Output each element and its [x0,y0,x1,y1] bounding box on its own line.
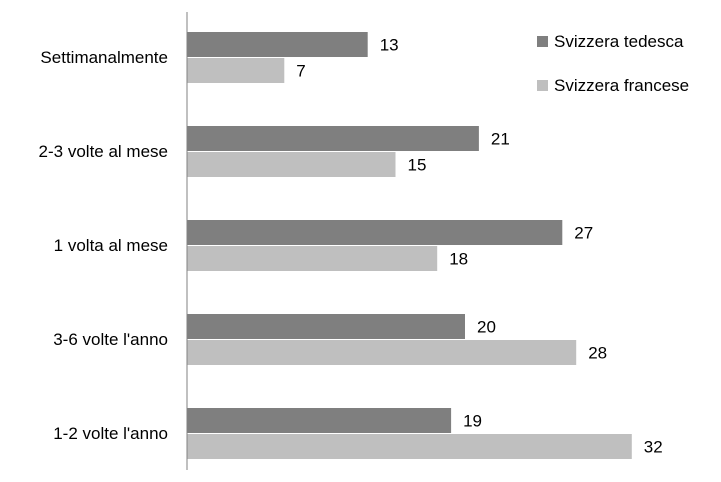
legend-swatch [537,80,548,91]
bar-francese-3 [187,340,577,365]
bar-francese-4 [187,434,632,459]
category-label: 1 volta al mese [54,236,168,255]
bar-tedesca-3 [187,314,465,339]
data-label-tedesca-0: 13 [380,36,399,55]
category-label: 1-2 volte l'anno [53,424,168,443]
labels-layer: 13 7 Settimanalmente 21 15 2-3 volte al mese 2… [39,36,663,457]
bar-francese-1 [187,152,396,177]
data-label-francese-3: 28 [588,344,607,363]
data-label-tedesca-3: 20 [477,318,496,337]
bar-francese-0 [187,58,285,83]
category-label: 3-6 volte l'anno [53,330,168,349]
category-label: 2-3 volte al mese [39,142,168,161]
bar-tedesca-4 [187,408,452,433]
legend-label: Svizzera tedesca [554,32,684,51]
data-label-francese-1: 15 [408,156,427,175]
legend-swatch [537,36,548,47]
bar-tedesca-2 [187,220,563,245]
legend: Svizzera tedesca Svizzera francese [537,32,689,95]
legend-label: Svizzera francese [554,76,689,95]
bars-layer [187,32,632,459]
category-label: Settimanalmente [40,48,168,67]
bar-francese-2 [187,246,438,271]
data-label-francese-4: 32 [644,438,663,457]
bar-tedesca-1 [187,126,479,151]
bar-tedesca-0 [187,32,368,57]
data-label-tedesca-1: 21 [491,130,510,149]
data-label-tedesca-4: 19 [463,412,482,431]
data-label-tedesca-2: 27 [574,224,593,243]
data-label-francese-0: 7 [296,62,305,81]
data-label-francese-2: 18 [449,250,468,269]
